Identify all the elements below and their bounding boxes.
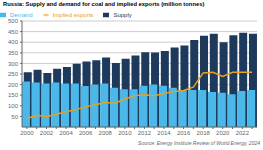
svg-text:2018: 2018 — [196, 130, 210, 136]
svg-text:100: 100 — [8, 103, 19, 109]
svg-text:2008: 2008 — [99, 130, 113, 136]
svg-text:2004: 2004 — [59, 130, 73, 136]
svg-text:500: 500 — [8, 18, 19, 24]
svg-text:200: 200 — [8, 82, 19, 88]
svg-text:450: 450 — [8, 29, 19, 35]
svg-text:2006: 2006 — [79, 130, 93, 136]
svg-text:400: 400 — [8, 39, 19, 45]
svg-text:350: 350 — [8, 50, 19, 56]
svg-text:2002: 2002 — [40, 130, 54, 136]
svg-text:300: 300 — [8, 61, 19, 67]
svg-text:2020: 2020 — [216, 130, 230, 136]
svg-text:2010: 2010 — [118, 130, 132, 136]
svg-text:2014: 2014 — [157, 130, 171, 136]
svg-text:250: 250 — [8, 71, 19, 77]
html-text:Source: Energy Institute Revie: Source: Energy Institute Review of World… — [138, 140, 260, 146]
svg-text:2022: 2022 — [236, 130, 250, 136]
svg-text:2012: 2012 — [138, 130, 152, 136]
html-text:Implied exports: Implied exports — [52, 12, 94, 18]
svg-text:2016: 2016 — [177, 130, 191, 136]
html-text:Supply: Supply — [113, 12, 132, 18]
html-text:Demand: Demand — [10, 12, 33, 18]
svg-text:2000: 2000 — [20, 130, 34, 136]
svg-text:150: 150 — [8, 92, 19, 98]
html-text:Russia: Supply and demand for: Russia: Supply and demand for coal and i… — [3, 1, 205, 7]
svg-text:50: 50 — [11, 114, 18, 120]
